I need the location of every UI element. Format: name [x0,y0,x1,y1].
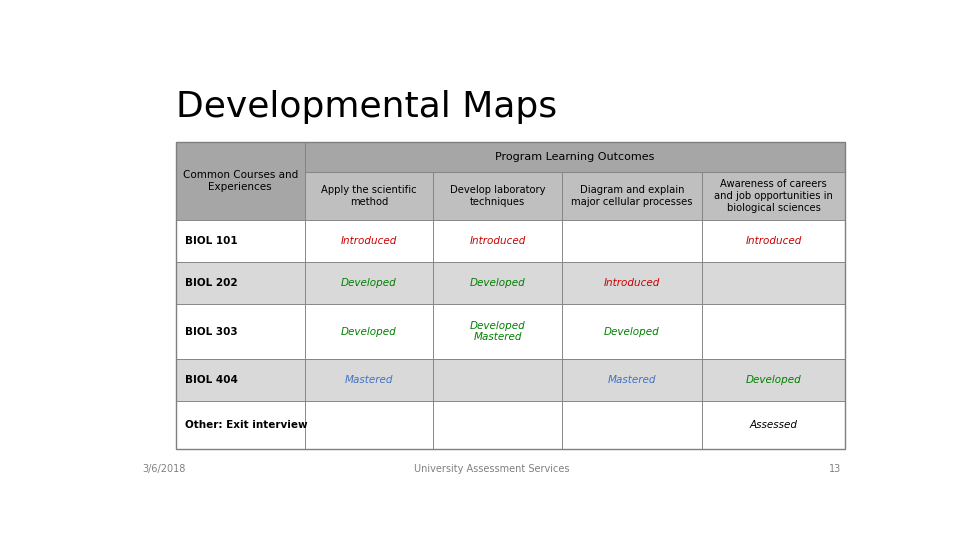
Bar [563,401,702,449]
Text: Developed: Developed [341,278,396,288]
Bar [304,401,433,449]
Bar [304,141,846,172]
Bar [176,401,304,449]
Text: Mastered: Mastered [345,375,394,385]
Text: Program Learning Outcomes: Program Learning Outcomes [495,152,655,162]
Bar [304,262,433,304]
Text: BIOL 303: BIOL 303 [184,327,237,336]
Text: 3/6/2018: 3/6/2018 [142,464,185,474]
Text: Introduced: Introduced [746,236,802,246]
Bar [433,359,563,401]
Bar [176,141,846,449]
Bar [433,262,563,304]
Text: Introduced: Introduced [469,236,526,246]
Text: Developed: Developed [469,278,525,288]
Text: Develop laboratory
techniques: Develop laboratory techniques [450,185,545,207]
Text: Developed: Developed [341,327,396,336]
Bar [304,359,433,401]
Bar [433,401,563,449]
Bar [702,262,846,304]
Text: University Assessment Services: University Assessment Services [415,464,569,474]
Bar [304,172,433,220]
Bar [563,304,702,359]
Text: 13: 13 [829,464,842,474]
Text: Common Courses and
Experiences: Common Courses and Experiences [182,170,298,192]
Text: Introduced: Introduced [341,236,397,246]
Bar [563,359,702,401]
Text: BIOL 202: BIOL 202 [184,278,237,288]
Bar [304,220,433,262]
Text: Mastered: Mastered [608,375,657,385]
Text: Assessed: Assessed [750,420,798,430]
Bar [304,304,433,359]
Bar [176,141,304,220]
Bar [176,304,304,359]
Text: BIOL 404: BIOL 404 [184,375,238,385]
Bar [176,262,304,304]
Bar [702,401,846,449]
Text: BIOL 101: BIOL 101 [184,236,237,246]
Bar [176,220,304,262]
Bar [176,359,304,401]
Bar [702,220,846,262]
Bar [702,304,846,359]
Bar [433,220,563,262]
Text: Developmental Maps: Developmental Maps [176,90,557,124]
Text: Developed: Developed [604,327,660,336]
Bar [563,172,702,220]
Bar [433,172,563,220]
Bar [563,262,702,304]
Bar [702,172,846,220]
Text: Apply the scientific
method: Apply the scientific method [322,185,417,207]
Bar [433,304,563,359]
Text: Developed: Developed [746,375,802,385]
Text: Diagram and explain
major cellular processes: Diagram and explain major cellular proce… [571,185,693,207]
Text: Introduced: Introduced [604,278,660,288]
Bar [563,220,702,262]
Text: Developed
Mastered: Developed Mastered [469,321,525,342]
Bar [702,359,846,401]
Text: Awareness of careers
and job opportunities in
biological sciences: Awareness of careers and job opportuniti… [714,179,833,213]
Text: Other: Exit interview: Other: Exit interview [184,420,307,430]
